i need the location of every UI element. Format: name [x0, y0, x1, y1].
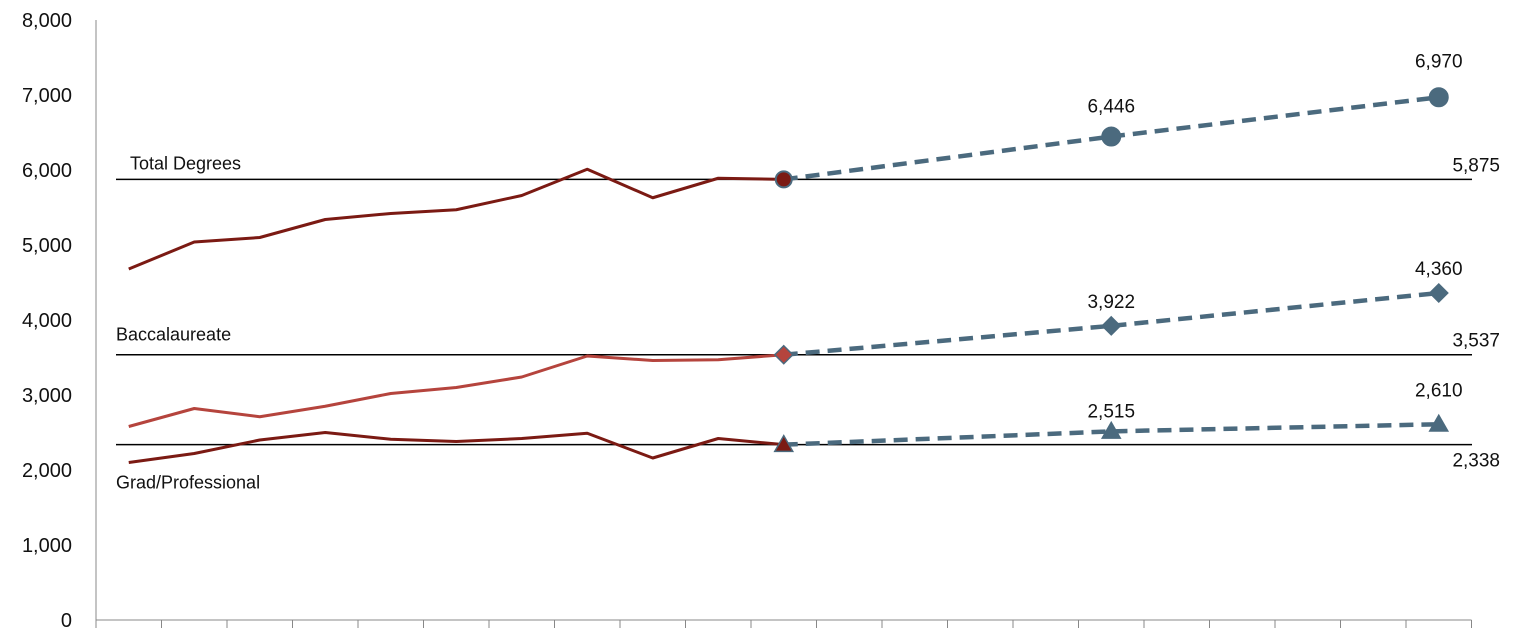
y-tick-label: 7,000: [22, 85, 72, 107]
actual-series-line: [129, 355, 784, 427]
y-tick-label: 8,000: [22, 10, 72, 32]
y-tick-label: 4,000: [22, 310, 72, 332]
circle-marker: [1102, 128, 1120, 146]
y-tick-label: 0: [61, 610, 72, 628]
y-tick-label: 3,000: [22, 385, 72, 407]
markers-layer: [775, 88, 1448, 451]
projection-value-label: 4,360: [1415, 259, 1463, 280]
series-name-label: Baccalaureate: [116, 325, 231, 345]
series-layer: [129, 97, 1439, 462]
y-tick-label: 1,000: [22, 535, 72, 557]
reference-value-label: 5,875: [1452, 155, 1500, 176]
diamond-marker: [1430, 284, 1448, 302]
projection-value-label: 6,446: [1087, 97, 1135, 118]
circle-marker: [776, 171, 792, 187]
reference-value-label: 3,537: [1452, 331, 1500, 352]
reference-value-label: 2,338: [1452, 451, 1500, 472]
y-tick-label: 6,000: [22, 160, 72, 182]
axes-layer: 0 1,000 2,000 3,000 4,000 5,000 6,000 7,000 8,00…: [22, 10, 1472, 628]
circle-marker: [1430, 88, 1448, 106]
projection-value-label: 3,922: [1087, 292, 1135, 313]
diamond-marker: [775, 346, 793, 364]
y-tick-label: 2,000: [22, 460, 72, 482]
y-tick-label: 5,000: [22, 235, 72, 257]
series-name-label: Grad/Professional: [116, 473, 260, 493]
series-name-label: Total Degrees: [130, 153, 241, 173]
actual-series-line: [129, 169, 784, 269]
projection-value-label: 6,970: [1415, 51, 1463, 72]
projection-value-label: 2,515: [1087, 401, 1135, 422]
actual-series-line: [129, 433, 784, 463]
projection-value-label: 2,610: [1415, 380, 1463, 401]
diamond-marker: [1102, 317, 1120, 335]
